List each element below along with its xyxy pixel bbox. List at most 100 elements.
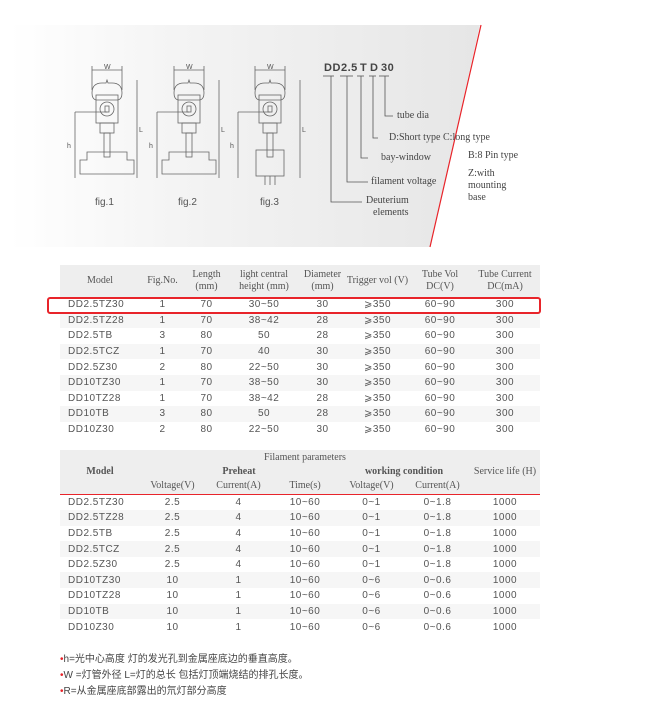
column-header: Length (mm) — [185, 265, 228, 297]
value-cell: 38~42 — [228, 312, 300, 329]
figure-panel — [10, 25, 480, 247]
value-cell: 38~42 — [248, 392, 280, 404]
value-cell: 50 — [257, 330, 271, 342]
header-model: Model — [60, 450, 140, 494]
value-cell: 0~0.6 — [405, 572, 470, 589]
fig2-label: fig.2 — [178, 197, 197, 208]
value-cell: 30 — [316, 299, 329, 311]
value-cell: 1 — [235, 590, 242, 602]
code-part: 2.5 — [341, 62, 358, 74]
model-cell: DD10TB — [60, 406, 140, 422]
value-cell: 10 — [166, 590, 179, 602]
table-row: DD2.5TCZ 1 70 40 30 ⩾350 60~90 300 — [60, 343, 540, 360]
header-working: working condition — [338, 465, 470, 479]
model-cell: DD2.5TZ28 — [60, 510, 140, 526]
value-cell: 1 — [159, 392, 166, 404]
model-cell: DD2.5Z30 — [68, 361, 118, 373]
value-cell: 60~90 — [424, 424, 456, 436]
note-text: R=从金属座底部露出的氘灯部分高度 — [63, 686, 227, 697]
value-cell: 1000 — [492, 559, 518, 571]
value-cell: 50 — [228, 406, 300, 422]
note-text: h=光中心高度 灯的发光孔到金属座底边的垂直高度。 — [63, 654, 298, 665]
value-cell: 10 — [166, 621, 179, 633]
code-part: T — [360, 62, 368, 74]
value-cell: 28 — [316, 330, 329, 342]
model-cell: DD2.5TZ30 — [68, 299, 125, 311]
value-cell: 60~90 — [424, 330, 456, 342]
value-cell: 70 — [200, 392, 213, 404]
sub-header: Current(A) — [205, 479, 272, 494]
value-cell: 0~1.8 — [405, 510, 470, 526]
value-cell: 0~1.8 — [405, 541, 470, 557]
label-pin-type: B:8 Pin type — [468, 150, 519, 161]
value-cell: ⩾350 — [345, 343, 410, 360]
column-header: Fig.No. — [140, 265, 185, 297]
table-row: DD10TZ28 1 70 38~42 28 ⩾350 60~90 300 — [60, 391, 540, 407]
code-part: DD — [324, 62, 341, 74]
value-cell: 30 — [300, 343, 345, 360]
value-cell: 70 — [200, 299, 213, 311]
table-row: DD2.5Z30 2.5 4 10~60 0~1 0~1.8 1000 — [60, 557, 540, 573]
value-cell: 80 — [200, 361, 213, 373]
value-cell: ⩾350 — [363, 330, 392, 342]
value-cell: 4 — [235, 527, 242, 539]
model-cell: DD2.5TCZ — [60, 541, 140, 557]
label-z3: base — [468, 192, 486, 203]
value-cell: 0~0.6 — [405, 603, 470, 620]
table-row: DD2.5Z30 2 80 22~50 30 ⩾350 60~90 300 — [60, 359, 540, 375]
value-cell: 70 — [185, 374, 228, 391]
notes: •h=光中心高度 灯的发光孔到金属座底边的垂直高度。 •W =灯管外径 L=灯的… — [60, 652, 309, 700]
value-cell: 1 — [205, 572, 272, 589]
column-header: light central height (mm) — [228, 265, 300, 297]
value-cell: 10~60 — [289, 527, 321, 539]
sub-header: Voltage(V) — [140, 479, 205, 494]
value-cell: 30 — [316, 424, 329, 436]
value-cell: 2 — [159, 424, 166, 436]
note: •W =灯管外径 L=灯的总长 包括灯顶端烧结的排孔长度。 — [60, 670, 309, 681]
value-cell: ⩾350 — [345, 374, 410, 391]
label-filament-voltage: filament voltage — [371, 176, 437, 187]
header-life: Service life (H) — [470, 450, 540, 494]
value-cell: 300 — [495, 299, 515, 311]
value-cell: 28 — [300, 406, 345, 422]
value-cell: 300 — [495, 424, 515, 436]
table-row: DD10TZ30 1 70 38~50 30 ⩾350 60~90 300 — [60, 374, 540, 391]
value-cell: 60~90 — [410, 312, 470, 329]
label-z2: mounting — [468, 180, 507, 191]
value-cell: 80 — [200, 330, 213, 342]
value-cell: 0~1.8 — [423, 527, 452, 539]
divider-line — [429, 24, 482, 248]
table-row: DD2.5TZ28 1 70 38~42 28 ⩾350 60~90 300 — [60, 312, 540, 329]
value-cell: 300 — [470, 312, 540, 329]
value-cell: 22~50 — [248, 424, 280, 436]
value-cell: 10~60 — [272, 572, 338, 589]
value-cell: 2.5 — [140, 510, 205, 526]
note-text: W =灯管外径 L=灯的总长 包括灯顶端烧结的排孔长度。 — [63, 670, 309, 681]
fig3-label: fig.3 — [260, 197, 279, 208]
model-cell: DD10TZ28 — [68, 590, 121, 602]
value-cell: 3 — [159, 330, 166, 342]
value-cell: 1 — [140, 343, 185, 360]
value-cell: 1000 — [492, 527, 518, 539]
value-cell: 2 — [159, 361, 166, 373]
value-cell: 10~60 — [289, 496, 321, 508]
value-cell: 10~60 — [289, 621, 321, 633]
table-row: DD10TZ28 10 1 10~60 0~6 0~0.6 1000 — [60, 588, 540, 604]
table-row: DD10TB 3 80 50 28 ⩾350 60~90 300 — [60, 406, 540, 422]
note: •R=从金属座底部露出的氘灯部分高度 — [60, 686, 227, 697]
value-cell: 1000 — [492, 621, 518, 633]
value-cell: 60~90 — [424, 361, 456, 373]
model-cell: DD2.5Z30 — [68, 559, 118, 571]
sub-header: Current(A) — [405, 479, 470, 494]
table-row: DD10TB 10 1 10~60 0~6 0~0.6 1000 — [60, 603, 540, 620]
value-cell: 0~6 — [362, 590, 381, 602]
value-cell: 60~90 — [424, 392, 456, 404]
label-long-type: C:long type — [443, 132, 490, 143]
table-row: DD2.5TB 2.5 4 10~60 0~1 0~1.8 1000 — [60, 526, 540, 542]
dim-l-label: L — [221, 127, 225, 134]
table-row: DD2.5TZ30 1 70 30~50 30 ⩾350 60~90 300 — [60, 297, 540, 313]
value-cell: 0~1.8 — [423, 496, 452, 508]
value-cell: 1000 — [492, 496, 518, 508]
value-cell: 40 — [228, 343, 300, 360]
value-cell: 30 — [316, 361, 329, 373]
